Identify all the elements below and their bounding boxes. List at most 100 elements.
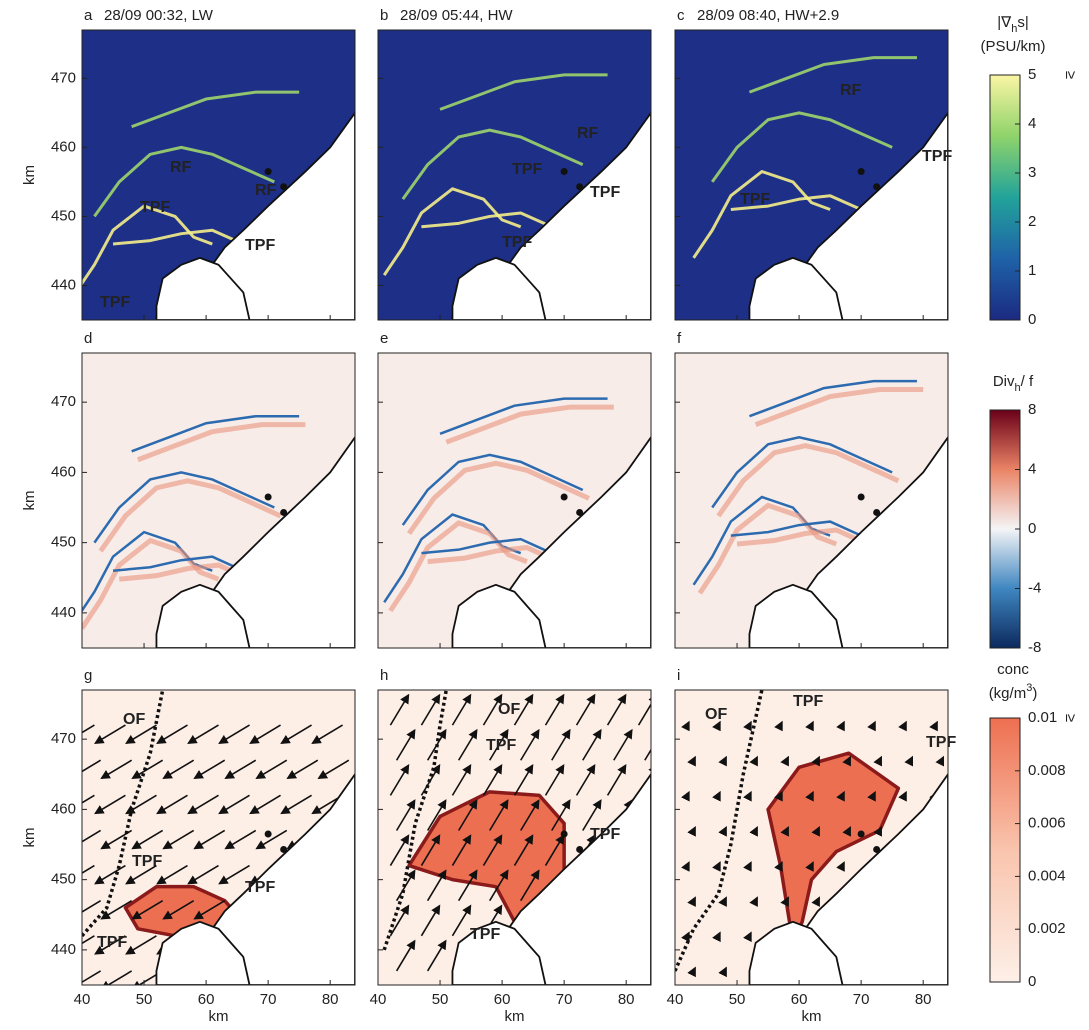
x-tick-label: 50 — [729, 991, 746, 1008]
current-arrow — [131, 829, 164, 850]
current-arrow — [389, 904, 410, 937]
y-tick-label: 440 — [51, 941, 76, 958]
x-tick-label: 80 — [915, 991, 932, 1008]
current-arrow — [488, 728, 509, 761]
map-panel — [378, 690, 651, 985]
current-arrow — [125, 724, 157, 744]
current-arrow — [193, 829, 226, 850]
x-tick-label: 40 — [370, 991, 387, 1008]
front-label: TPF — [97, 934, 127, 951]
current-arrow — [82, 900, 102, 913]
colorbar-tick-label: 2 — [1028, 213, 1036, 230]
station — [264, 168, 272, 176]
station — [576, 508, 584, 516]
station — [560, 168, 568, 176]
x-tick-label: 50 — [432, 991, 449, 1008]
convergence-line — [439, 397, 608, 435]
y-tick-label: 460 — [51, 800, 76, 817]
current-arrow — [811, 826, 820, 837]
y-tick-label: 450 — [51, 534, 76, 551]
current-arrow — [255, 829, 288, 850]
current-arrow — [836, 861, 845, 872]
panel-title: 28/09 05:44, HW — [400, 7, 513, 24]
current-arrow — [395, 939, 416, 972]
front-label: TPF — [132, 853, 162, 870]
colorbar-tick-label: -4 — [1028, 579, 1041, 596]
current-arrow — [836, 720, 845, 732]
front-label: TPF — [793, 693, 823, 710]
salinity-front — [711, 111, 893, 183]
colorbar-tick-label: 4 — [1028, 115, 1036, 132]
title-part: Div — [993, 373, 1015, 390]
current-arrow — [718, 966, 727, 978]
current-arrow — [520, 728, 540, 761]
current-arrow — [82, 829, 102, 843]
convergence-line — [711, 436, 893, 509]
current-arrow — [867, 790, 876, 802]
current-arrow — [718, 826, 727, 837]
salinity-front — [112, 228, 244, 246]
panel-letter: f — [677, 330, 682, 347]
current-arrow — [743, 720, 752, 732]
current-arrow — [94, 864, 126, 885]
station — [280, 508, 288, 516]
title-part: / f — [1021, 373, 1034, 390]
current-arrow — [82, 970, 102, 984]
colorbar-tick-label: 5 — [1028, 66, 1036, 83]
current-arrow — [929, 720, 938, 732]
current-arrow — [513, 834, 534, 867]
front-label: TPF — [140, 199, 170, 216]
salinity-front — [131, 90, 300, 129]
current-arrow — [131, 759, 164, 780]
current-arrow — [94, 724, 126, 744]
convergence-line — [401, 453, 584, 526]
convergence-line — [112, 555, 244, 572]
current-arrow — [156, 864, 188, 885]
current-arrow — [100, 970, 133, 985]
station — [560, 830, 568, 838]
current-arrow — [811, 896, 820, 908]
plume — [766, 751, 901, 945]
map-panel — [378, 353, 651, 648]
current-arrow — [100, 900, 133, 920]
map-panel — [82, 353, 355, 648]
current-arrow — [904, 755, 913, 767]
colorbar-title: conc — [997, 661, 1029, 678]
front-label: RF — [170, 159, 192, 176]
current-arrow — [513, 763, 534, 796]
panel-frame — [674, 689, 949, 986]
current-arrow — [551, 799, 571, 831]
current-arrow — [389, 693, 410, 726]
panel-frame — [377, 29, 652, 321]
current-arrow — [482, 693, 503, 726]
land — [205, 435, 355, 648]
panel-letter: g — [84, 667, 92, 684]
current-arrow — [520, 869, 540, 902]
x-tick-label: 60 — [198, 991, 215, 1008]
harbor — [451, 583, 547, 648]
station — [576, 845, 584, 853]
current-arrow — [131, 900, 164, 920]
current-arrow — [280, 794, 312, 815]
map-panel — [378, 30, 651, 320]
panel-frame — [674, 352, 949, 649]
current-arrow — [575, 693, 596, 726]
front-label: TPF — [245, 879, 275, 896]
colorbar-unit: (PSU/km) — [981, 38, 1046, 55]
divergence-band — [82, 537, 220, 630]
x-tick-label: 40 — [667, 991, 684, 1008]
front-label: TPF — [740, 191, 770, 208]
current-arrow — [389, 834, 410, 867]
title-part: 3 — [1026, 682, 1032, 694]
title-part: s| — [1017, 14, 1028, 31]
station — [857, 168, 865, 176]
current-arrow — [482, 763, 503, 796]
current-arrow — [805, 861, 814, 872]
colorbar-title: (kg/m3) — [989, 682, 1038, 702]
current-arrow — [82, 759, 102, 773]
station — [873, 183, 881, 191]
current-arrow — [426, 799, 447, 831]
current-arrow — [644, 748, 651, 761]
current-arrow — [162, 900, 195, 920]
